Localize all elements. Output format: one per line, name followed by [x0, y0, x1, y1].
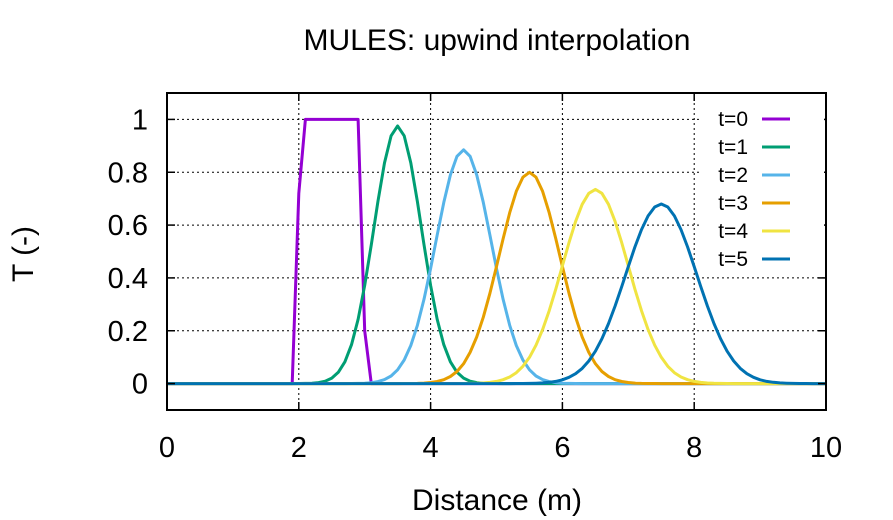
plot-frame: [166, 92, 827, 411]
legend-label: t=2: [718, 164, 748, 187]
series-line-t5: [167, 202, 826, 386]
x-tick-label: 2: [291, 432, 307, 464]
legend-entry-bg: [700, 242, 824, 268]
x-tick-label: 4: [423, 432, 439, 464]
legend-entry-bg: [700, 214, 824, 240]
y-tick-label: 1: [132, 104, 148, 136]
legend-label: t=4: [718, 220, 748, 243]
series-line-t0: [167, 117, 826, 386]
legend-label: t=3: [718, 192, 748, 215]
y-tick-label: 0.4: [108, 263, 148, 295]
x-tick-label: 6: [554, 432, 570, 464]
x-tick-label: 0: [159, 432, 175, 464]
chart-title: MULES: upwind interpolation: [304, 24, 691, 57]
y-tick-label: 0: [132, 369, 148, 401]
axis-ticks: 0 2 4 6 8 10 0 0.2 0.4 0.6 0.8 1: [108, 93, 842, 464]
x-tick-label: 8: [686, 432, 702, 464]
y-tick-label: 0.6: [108, 210, 148, 242]
legend-entry-bg: [700, 102, 824, 128]
legend-label: t=5: [718, 248, 748, 271]
legend-entry-bg: [700, 130, 824, 156]
y-tick-label: 0.2: [108, 316, 148, 348]
y-tick-label: 0.8: [108, 157, 148, 189]
y-axis-label: T (-): [7, 226, 40, 282]
legend-label: t=0: [718, 108, 748, 131]
legend-entry-bg: [700, 158, 824, 184]
x-tick-label: 10: [810, 432, 842, 464]
legend-entry-bg: [700, 186, 824, 212]
legend: t=0 t=1 t=2 t=3 t=4 t=5: [700, 102, 824, 271]
legend-label: t=1: [718, 136, 748, 159]
x-axis-label: Distance (m): [412, 484, 582, 517]
series-layer: [167, 117, 826, 386]
